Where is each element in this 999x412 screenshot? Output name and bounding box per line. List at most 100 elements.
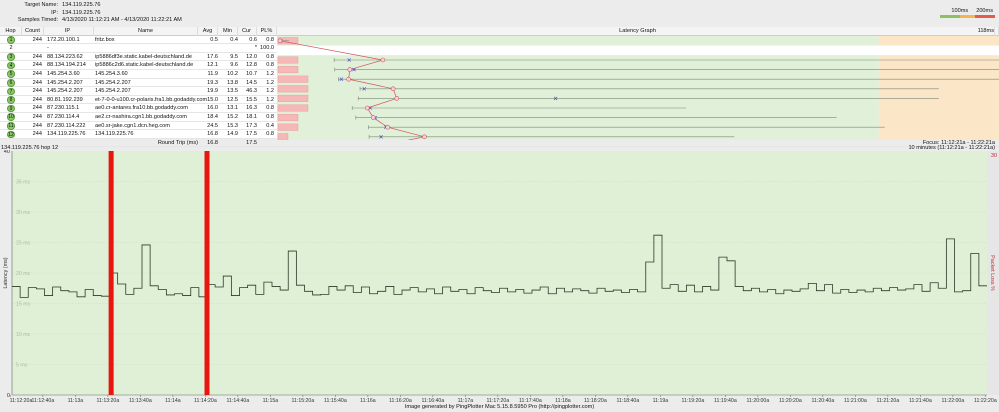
y-tick-label: 40 bbox=[4, 150, 10, 155]
col-name[interactable]: Name bbox=[94, 27, 198, 36]
pl-cell: 0.4 bbox=[266, 122, 274, 129]
footer-credit: Image generated by PingPlotter Mac 5.15.… bbox=[404, 404, 595, 410]
x-tick-label: 11:19:40a bbox=[714, 398, 737, 404]
y-axis-label: Latency (ms) bbox=[3, 257, 9, 288]
col-cur[interactable]: Cur bbox=[237, 27, 257, 36]
col-ip[interactable]: IP bbox=[42, 27, 94, 36]
hop-status-icon: 5 bbox=[7, 70, 15, 78]
ip-cell: 80.81.192.239 bbox=[47, 96, 83, 103]
col-hop[interactable]: Hop bbox=[0, 27, 22, 36]
x-tick-label: 11:22:00a bbox=[942, 398, 965, 404]
hop-status-icon: 4 bbox=[7, 61, 15, 70]
x-tick-label: 11:18:40a bbox=[617, 398, 640, 404]
x-tick-label: 11:20:40a bbox=[812, 398, 835, 404]
y-grid-label: 30 ms bbox=[16, 210, 31, 216]
legend-100ms: 100ms bbox=[951, 8, 969, 14]
packet-loss-bar bbox=[277, 66, 299, 74]
ip-value: 134.119.225.76 bbox=[62, 9, 101, 16]
avg-latency-point bbox=[347, 67, 353, 72]
pl-cell: 1.2 bbox=[266, 96, 274, 103]
hop-cell: 1 bbox=[0, 36, 22, 45]
packet-loss-bar bbox=[277, 123, 299, 131]
name-cell: ae0.cr-antares.fra10.bb.godaddy.com bbox=[95, 105, 188, 112]
col-count[interactable]: Count bbox=[22, 27, 44, 36]
hop-status-icon: 11 bbox=[7, 122, 15, 130]
hop-cell: 11 bbox=[0, 122, 22, 131]
name-cell: ae0.sr-jake.cgn1.dcn.heg.com bbox=[95, 122, 170, 129]
avg-latency-point bbox=[380, 57, 386, 63]
current-latency-marker bbox=[362, 86, 367, 91]
x-tick-label: 11:21:20a bbox=[877, 398, 900, 404]
timeline-title: 134.119.225.76 hop 12 bbox=[1, 145, 59, 151]
current-latency-marker bbox=[553, 96, 558, 101]
x-tick-label: 11:18a bbox=[555, 398, 571, 404]
hop-cell: 2 bbox=[0, 44, 22, 53]
hop-cell: 10 bbox=[0, 113, 22, 122]
col-pl[interactable]: PL% bbox=[257, 27, 277, 36]
count-cell: 244 bbox=[32, 122, 42, 129]
count-cell: 244 bbox=[32, 105, 42, 112]
cur-cell: 15.5 bbox=[246, 96, 257, 103]
ip-cell: 88.134.194.214 bbox=[47, 62, 86, 69]
loss-axis-max: 30 bbox=[991, 153, 997, 159]
current-latency-marker bbox=[339, 77, 344, 82]
y-grid-label: 25 ms bbox=[16, 241, 31, 247]
x-tick-label: 11:19:20a bbox=[682, 398, 705, 404]
min-cell: 15.2 bbox=[227, 113, 238, 120]
cur-cell: 17.3 bbox=[246, 122, 257, 129]
y-grid-label: 35 ms bbox=[16, 180, 31, 186]
min-cell: 14.9 bbox=[227, 131, 238, 138]
hop-status-icon: 9 bbox=[7, 104, 15, 113]
target-name: 134.119.225.76 bbox=[62, 2, 101, 8]
hop-cell: 9 bbox=[0, 104, 22, 113]
avg-latency-point bbox=[385, 124, 391, 130]
ip-cell: 145.254.2.207 bbox=[47, 88, 83, 95]
samples-value: 4/13/2020 11:12:21 AM - 4/13/2020 11:22:… bbox=[62, 17, 182, 23]
col-avg[interactable]: Avg bbox=[198, 27, 218, 36]
name-cell: ae2.cr-nashira.cgn1.bb.godaddy.com bbox=[95, 113, 187, 120]
avg-cell: 16.0 bbox=[207, 105, 218, 112]
avg-cell: 17.6 bbox=[207, 53, 218, 60]
legend-200ms: 200ms bbox=[976, 8, 993, 14]
x-tick-label: 11:19a bbox=[653, 398, 669, 404]
ip-cell: 172.20.100.1 bbox=[47, 36, 80, 43]
hop-status-icon: 3 bbox=[7, 53, 15, 61]
loss-axis-label: Packet Loss % bbox=[989, 255, 995, 291]
current-latency-marker bbox=[347, 58, 352, 62]
packet-loss-bar bbox=[277, 94, 309, 102]
hop-cell: 3 bbox=[0, 53, 22, 62]
x-tick-label: 11:14a bbox=[165, 398, 181, 404]
hop-status-icon: 7 bbox=[7, 87, 15, 96]
no-response-row bbox=[277, 45, 999, 56]
x-tick-label: 11:14:40a bbox=[227, 398, 250, 404]
x-tick-label: 11:16a bbox=[360, 398, 376, 404]
ip-cell: 87.230.114.222 bbox=[47, 122, 86, 129]
packet-loss-bar bbox=[277, 75, 309, 83]
pl-cell: 1.2 bbox=[266, 79, 274, 86]
y-grid-label: 15 ms bbox=[16, 302, 31, 308]
hop-status-icon: 1 bbox=[7, 36, 15, 44]
avg-latency-point bbox=[390, 86, 396, 92]
name-cell: 134.119.225.76 bbox=[95, 131, 134, 138]
count-cell: 244 bbox=[32, 113, 42, 120]
count-cell: 244 bbox=[32, 53, 42, 60]
x-tick-label: 11:16:20a bbox=[389, 398, 412, 404]
pl-cell: 1.2 bbox=[266, 88, 274, 95]
avg-latency-point bbox=[394, 96, 400, 101]
cur-cell: 17.5 bbox=[246, 131, 257, 138]
x-tick-label: 11:20:00a bbox=[747, 398, 770, 404]
col-min[interactable]: Min bbox=[218, 27, 238, 36]
ip-cell: 87.230.115.1 bbox=[47, 105, 80, 112]
ip-cell: 87.230.114.4 bbox=[47, 113, 80, 120]
x-tick-label: 11:22:20a bbox=[974, 398, 997, 404]
cur-cell: * bbox=[254, 45, 257, 52]
packet-loss-marker bbox=[108, 151, 114, 395]
hop-cell: 7 bbox=[0, 87, 22, 96]
round-trip-cur: 17.5 bbox=[246, 139, 257, 146]
timeline-chart[interactable]: 0 5 ms 10 ms 15 ms 20 ms 25 ms 30 ms 35 ms 40 Lat… bbox=[0, 150, 999, 404]
x-tick-label: 11:13:20a bbox=[97, 398, 120, 404]
ip-cell: 88.134.223.62 bbox=[47, 53, 83, 60]
cur-cell: 16.3 bbox=[246, 105, 257, 112]
pl-cell: 0.8 bbox=[266, 131, 274, 138]
x-tick-label: 11:16:40a bbox=[422, 398, 445, 404]
